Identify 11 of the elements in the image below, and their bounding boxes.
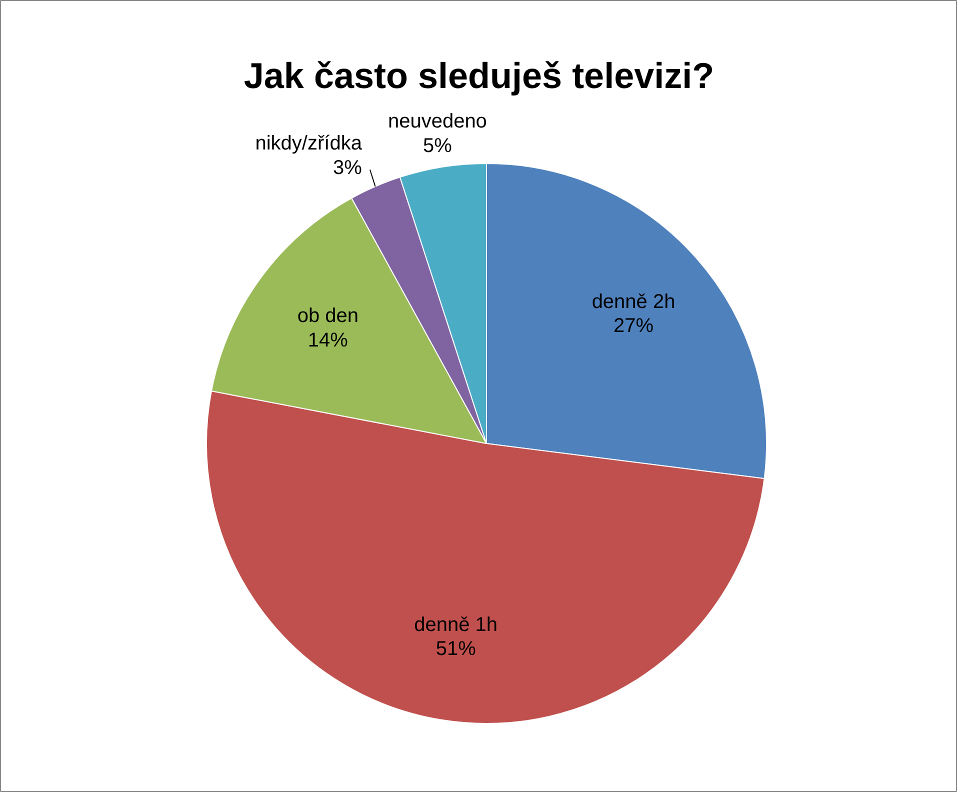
slice-label: denně 2h (592, 290, 676, 313)
slice-label: nikdy/zřídka (255, 132, 363, 155)
data-label: 14% (308, 329, 348, 352)
data-label: 5% (422, 134, 452, 157)
data-label: 3% (333, 156, 362, 179)
slice-label: denně 1h (414, 614, 498, 636)
data-label: 51% (436, 638, 476, 660)
data-label: 27% (614, 314, 654, 337)
slice-label: neuvedeno (388, 110, 487, 133)
chart-title: Jak často sleduješ televizi? (244, 55, 714, 96)
slice-label: ob den (297, 305, 359, 328)
